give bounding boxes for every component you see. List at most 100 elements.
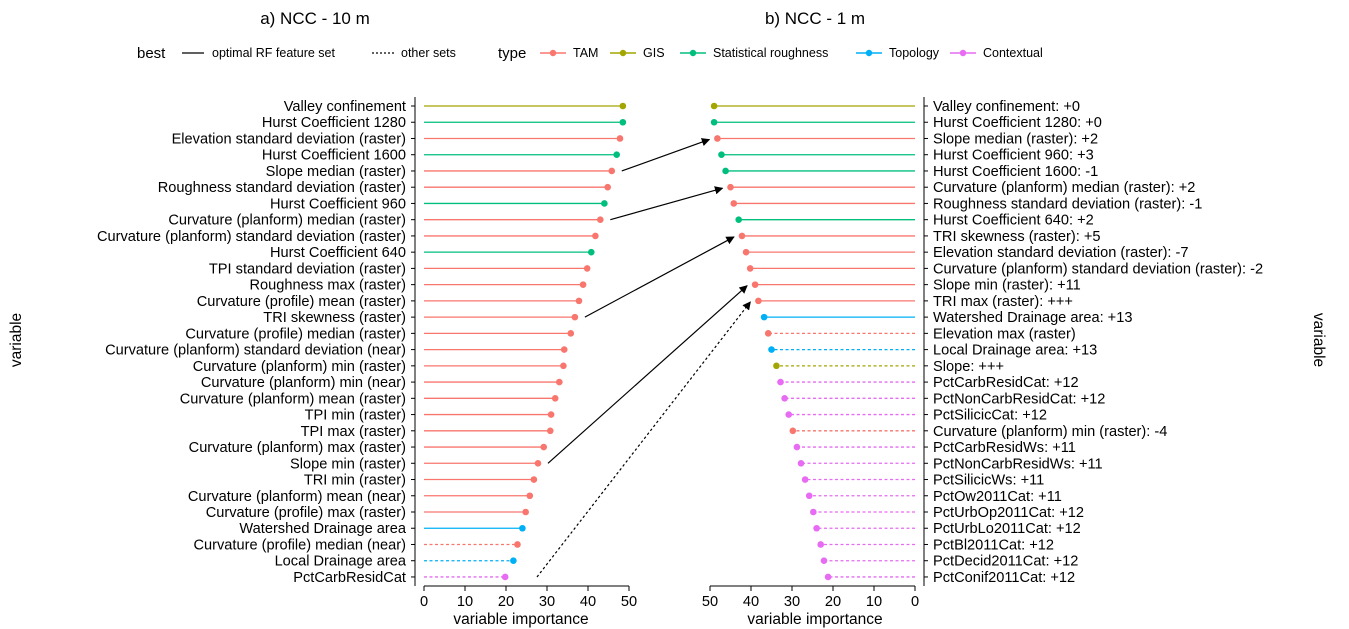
rank-change-arrows (536, 138, 751, 578)
legend-best-solid-label: optimal RF feature set (212, 46, 335, 60)
rank-change-arrow-1 (621, 138, 711, 172)
panel-a-category-label-10: Hurst Coefficient 640 (270, 245, 406, 261)
panel-a-point-15 (567, 330, 575, 337)
panel-a-bars (424, 102, 627, 581)
legend-topology-label: Topology (889, 46, 940, 60)
panel-b-category-label-27: PctUrbLo2011Cat: +12 (933, 521, 1081, 537)
legend-best-dotted-label: other sets (401, 46, 456, 60)
legend-best-title: best (137, 45, 166, 62)
panel-b-point-13 (755, 297, 762, 305)
panel-b-bars (710, 102, 915, 581)
panel-a-point-16 (560, 346, 568, 353)
legend: best optimal RF feature set other sets t… (137, 45, 1043, 62)
panel-a-point-9 (592, 232, 599, 240)
panel-a-x-tick-label-50: 50 (621, 594, 637, 610)
legend-gis-dot (619, 49, 627, 57)
panel-b-point-25 (805, 492, 813, 500)
panel-a-point-28 (514, 541, 521, 548)
panel-a-category-label-5: Slope median (raster) (266, 164, 406, 180)
legend-gis-label: GIS (643, 46, 665, 60)
panel-a-category-label-24: TRI min (raster) (304, 473, 406, 489)
panel-b-category-label-25: PctOw2011Cat: +11 (933, 489, 1062, 505)
panel-a-category-label-17: Curvature (planform) min (raster) (193, 359, 406, 375)
panel-b-point-29 (820, 557, 828, 565)
panel-b-category-label-30: PctConif2011Cat: +12 (933, 570, 1075, 586)
panel-b-point-7 (730, 200, 738, 207)
panel-b-category-label-2: Hurst Coefficient 1280: +0 (933, 115, 1102, 131)
panel-b-category-label-12: Slope min (raster): +11 (933, 278, 1081, 294)
panel-b-category-label-29: PctDecid2011Cat: +12 (933, 554, 1078, 570)
panel-b-category-label-22: PctCarbResidWs: +11 (933, 440, 1076, 456)
panel-b-point-19 (781, 395, 788, 402)
panel-b-point-17 (773, 362, 780, 370)
panel-b-point-11 (746, 265, 754, 272)
panel-b-category-label-18: PctCarbResidCat: +12 (933, 375, 1079, 391)
legend-contextual-label: Contextual (983, 46, 1043, 60)
panel-a-category-label-15: Curvature (profile) median (raster) (185, 326, 406, 342)
panel-a-category-label-23: Slope min (raster) (290, 456, 406, 472)
panel-a-category-label-25: Curvature (planform) mean (near) (188, 489, 406, 505)
panel-b-point-2 (710, 118, 718, 126)
panel-b-category-label-13: TRI max (raster): +++ (933, 294, 1073, 310)
legend-topology-dot (865, 49, 873, 57)
legend-contextual-dot (959, 49, 967, 57)
panel-a-category-label-6: Roughness standard deviation (raster) (158, 180, 406, 196)
panel-a-point-19 (551, 395, 559, 402)
panel-b-point-23 (797, 459, 805, 467)
panel-a-x-axis: 0 10 20 30 40 50 (411, 97, 637, 610)
panel-b-point-20 (785, 411, 793, 418)
panel-b-category-label-4: Hurst Coefficient 960: +3 (933, 148, 1094, 164)
panel-a-x-tick-label-20: 20 (498, 594, 514, 610)
panel-a-category-label-3: Elevation standard deviation (raster) (172, 131, 406, 147)
panel-a-point-14 (571, 313, 579, 321)
panel-b-point-18 (777, 378, 784, 386)
panel-b-category-label-26: PctUrbOp2011Cat: +12 (933, 505, 1084, 521)
panel-b-x-tick-label-0: 0 (911, 594, 919, 610)
panel-a-category-label-21: TPI max (raster) (301, 424, 406, 440)
panel-b-point-6 (727, 183, 734, 191)
rank-change-arrow-2 (610, 186, 724, 221)
panel-b-x-tick-label-40: 40 (743, 594, 759, 610)
panel-b-category-label-28: PctBl2011Cat: +12 (933, 537, 1054, 553)
panel-a-category-label-2: Hurst Coefficient 1280 (262, 115, 406, 131)
panel-a-point-22 (540, 443, 548, 451)
panel-a-title: a) NCC - 10 m (260, 9, 370, 28)
panel-b-x-axis: 50 40 30 20 10 0 (702, 97, 928, 610)
panel-a-category-label-11: TPI standard deviation (raster) (209, 261, 406, 277)
panel-b-point-3 (714, 135, 721, 142)
panel-a-point-27 (519, 524, 526, 532)
panel-b-point-14 (760, 313, 768, 321)
panel-a-x-tick-label-30: 30 (539, 594, 555, 610)
panel-a-point-11 (583, 265, 591, 272)
panel-a-point-7 (601, 200, 608, 207)
panel-b-point-30 (824, 573, 832, 581)
panel-b-x-tick-label-30: 30 (784, 594, 800, 610)
panel-b-category-label-5: Hurst Coefficient 1600: -1 (933, 164, 1098, 180)
panel-b-x-tick-label-50: 50 (702, 594, 718, 610)
panel-a-point-17 (560, 362, 567, 370)
panel-b-category-label-3: Slope median (raster): +2 (933, 131, 1098, 147)
panel-b-point-1 (710, 102, 718, 110)
panel-a-category-label-14: TRI skewness (raster) (263, 310, 406, 326)
panel-b-category-label-11: Curvature (planform) standard deviation … (933, 261, 1263, 277)
panel-a-point-1 (619, 102, 627, 110)
panel-a-category-label-4: Hurst Coefficient 1600 (262, 148, 406, 164)
panel-a-category-label-1: Valley confinement (284, 99, 406, 115)
panel-b-point-16 (768, 346, 775, 353)
panel-a-point-24 (530, 476, 538, 483)
panel-b-category-label-20: PctSilicicCat: +12 (933, 408, 1047, 424)
panel-b-point-27 (813, 524, 820, 532)
panel-b-category-label-15: Elevation max (raster) (933, 326, 1076, 342)
panel-b-category-label-1: Valley confinement: +0 (933, 99, 1080, 115)
panel-a-category-label-13: Curvature (profile) mean (raster) (197, 294, 406, 310)
panel-a-point-12 (579, 281, 587, 288)
panel-a-category-label-19: Curvature (planform) mean (raster) (180, 391, 406, 407)
panel-a-point-25 (526, 492, 534, 500)
right-y-axis-title: variable (1310, 313, 1327, 367)
panel-a-category-label-8: Curvature (planform) median (raster) (168, 213, 406, 229)
panel-a-point-6 (604, 183, 611, 191)
panel-a-category-label-18: Curvature (planform) min (near) (201, 375, 406, 391)
